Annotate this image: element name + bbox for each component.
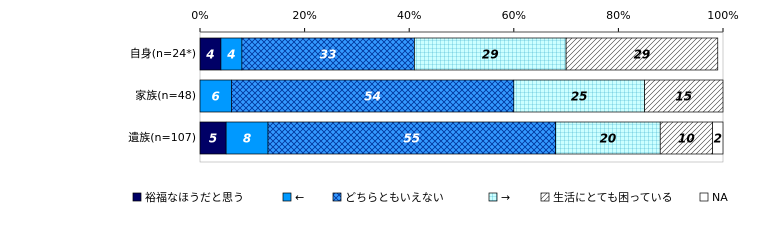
bar-segment: [241, 37, 415, 71]
data-label: 54: [364, 90, 381, 104]
bar-segment: [513, 79, 645, 113]
legend-label: ←: [295, 191, 304, 204]
x-tick-label: 40%: [397, 9, 421, 22]
legend-swatch: [132, 192, 142, 202]
bar-segment: [414, 37, 567, 71]
x-tick-label: 100%: [707, 9, 738, 22]
category-label: 家族(n=48): [135, 88, 196, 102]
bar-segment: [644, 79, 724, 113]
data-label: 10: [678, 132, 695, 146]
x-tick-label: 80%: [606, 9, 630, 22]
legend-swatch: [488, 192, 498, 202]
legend-label: NA: [712, 191, 728, 204]
data-label: 29: [482, 48, 499, 62]
x-tick-label: 0%: [191, 9, 208, 22]
data-label: 5: [209, 132, 217, 146]
data-label: 15: [675, 90, 692, 104]
category-label: 遺族(n=107): [128, 130, 196, 144]
x-tick-label: 60%: [502, 9, 526, 22]
data-label: 4: [226, 48, 235, 62]
chart: 0% 20% 40% 60% 80% 100% 自身(n=24*) 4 4 33 29 29 家族(n=…: [128, 9, 739, 204]
bar-segment: [199, 121, 227, 155]
data-label: 6: [212, 90, 220, 104]
bar-segment: [267, 121, 556, 155]
legend-swatch: [540, 192, 550, 202]
legend-label: 裕福なほうだと思う: [145, 190, 244, 204]
x-tick-label: 20%: [292, 9, 316, 22]
data-label: 8: [243, 132, 251, 146]
bar-segment: [199, 79, 232, 113]
legend-swatch: [332, 192, 342, 202]
legend-swatch: [282, 192, 292, 202]
data-label: 33: [320, 48, 337, 62]
legend-swatch: [699, 192, 709, 202]
data-label: 4: [205, 48, 214, 62]
bar-segment: [231, 79, 515, 113]
category-label: 自身(n=24*): [130, 46, 196, 60]
legend-label: →: [501, 191, 510, 204]
data-label: 25: [571, 90, 588, 104]
data-label: 29: [634, 48, 651, 62]
legend-label: どちらともいえない: [345, 191, 444, 204]
data-label: 2: [714, 132, 722, 146]
data-label: 55: [403, 132, 420, 146]
legend-label: 生活にとても困っている: [553, 190, 673, 204]
bar-segment: [659, 121, 713, 155]
bar-segment: [555, 121, 661, 155]
bar-segment: [712, 121, 724, 155]
bar-segment: [225, 121, 269, 155]
bar-segment: [565, 37, 719, 71]
data-label: 20: [600, 132, 617, 146]
